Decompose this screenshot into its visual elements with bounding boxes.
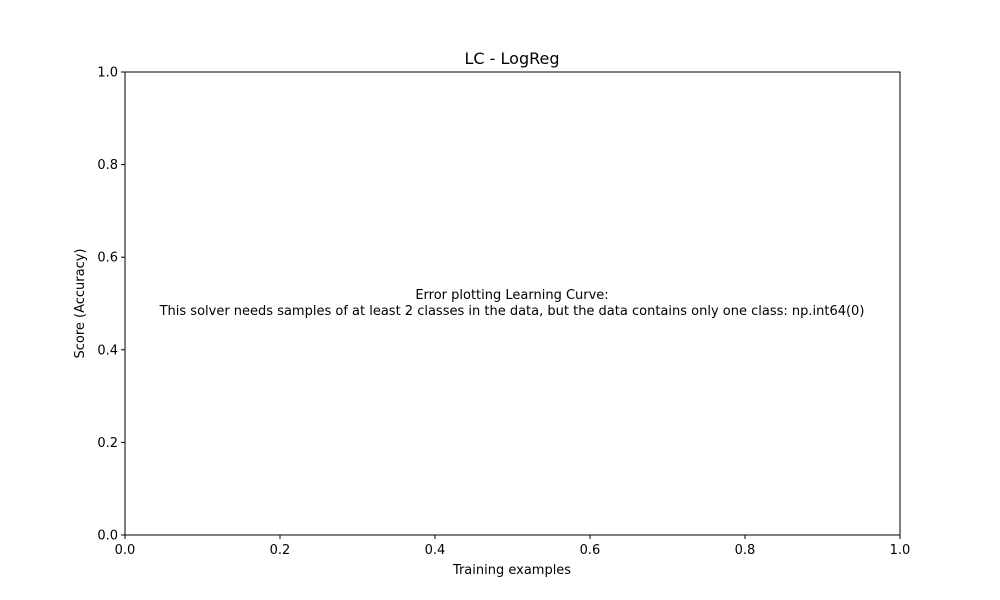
chart-title: LC - LogReg bbox=[464, 49, 559, 68]
x-axis-ticks: 0.0 0.2 0.4 0.6 0.8 1.0 bbox=[115, 535, 911, 558]
x-tick-label: 0.8 bbox=[735, 543, 756, 558]
y-axis-ticks: 0.0 0.2 0.4 0.6 0.8 1.0 bbox=[97, 66, 125, 544]
x-tick-label: 0.6 bbox=[580, 543, 601, 558]
plot-area-frame bbox=[124, 71, 901, 536]
error-message-line-2: This solver needs samples of at least 2 … bbox=[159, 304, 865, 319]
y-tick-label: 0.6 bbox=[97, 251, 118, 266]
y-tick-label: 1.0 bbox=[97, 66, 118, 81]
x-tick-label: 0.0 bbox=[115, 543, 136, 558]
x-axis-label: Training examples bbox=[452, 563, 571, 578]
y-axis-label: Score (Accuracy) bbox=[73, 248, 88, 358]
x-tick-label: 0.4 bbox=[425, 543, 446, 558]
y-tick-label: 0.8 bbox=[97, 158, 118, 173]
y-tick-label: 0.0 bbox=[97, 529, 118, 544]
y-tick-label: 0.4 bbox=[97, 343, 118, 358]
x-tick-label: 0.2 bbox=[270, 543, 291, 558]
y-tick-label: 0.2 bbox=[97, 436, 118, 451]
error-message-line-1: Error plotting Learning Curve: bbox=[415, 288, 608, 303]
x-tick-label: 1.0 bbox=[890, 543, 911, 558]
